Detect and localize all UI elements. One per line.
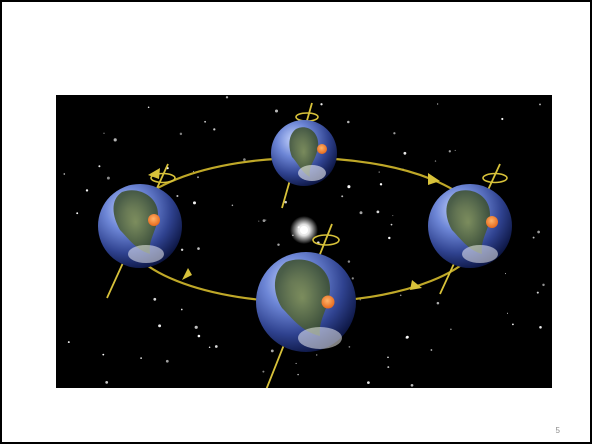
star: [403, 151, 407, 155]
orbit-arrow-icon: [148, 168, 160, 179]
orbit-arrow-icon: [428, 173, 440, 185]
star: [153, 297, 157, 301]
star: [351, 277, 354, 280]
star: [180, 248, 184, 252]
star: [192, 201, 197, 205]
earth-right: [428, 163, 512, 295]
star: [512, 323, 514, 326]
star: [436, 103, 439, 105]
star: [192, 170, 195, 173]
star: [113, 138, 117, 142]
star: [347, 260, 351, 263]
star: [454, 149, 456, 151]
star: [165, 359, 169, 363]
star: [180, 308, 183, 311]
star: [197, 334, 201, 338]
star: [295, 362, 297, 364]
star: [297, 373, 299, 376]
star: [320, 103, 323, 106]
star: [430, 349, 433, 351]
star: [376, 210, 380, 214]
earth-orbit-illustration: [56, 95, 552, 388]
star: [504, 273, 507, 275]
star: [379, 183, 383, 186]
star: [197, 247, 200, 250]
star: [274, 109, 279, 113]
star: [434, 160, 437, 162]
star: [448, 150, 451, 153]
star: [98, 165, 101, 168]
page-number: 5: [555, 426, 560, 435]
star: [284, 200, 287, 204]
star: [262, 219, 266, 222]
star: [399, 294, 402, 297]
star: [532, 236, 535, 239]
star: [410, 383, 414, 387]
orbit-arrow-icon: [182, 268, 192, 280]
star: [231, 204, 234, 207]
star: [262, 370, 265, 373]
star: [387, 366, 390, 369]
star: [347, 120, 350, 124]
star: [258, 220, 260, 222]
star: [103, 132, 105, 134]
star: [436, 301, 440, 305]
star: [341, 195, 344, 198]
star: [277, 243, 280, 246]
star: [243, 158, 246, 161]
star: [539, 326, 542, 329]
star: [378, 171, 380, 173]
star: [208, 346, 211, 348]
star: [213, 128, 216, 131]
star: [102, 353, 105, 356]
star: [140, 357, 142, 359]
star: [197, 176, 199, 179]
star: [542, 283, 545, 287]
star: [537, 230, 540, 234]
star: [265, 219, 267, 221]
star: [315, 354, 318, 356]
star: [105, 381, 109, 384]
star: [204, 120, 206, 123]
star: [347, 185, 351, 189]
star: [214, 345, 218, 348]
star: [367, 381, 370, 384]
star: [450, 328, 452, 330]
star: [85, 189, 89, 192]
star: [392, 215, 394, 217]
star: [506, 312, 509, 314]
star: [536, 291, 539, 294]
star: [194, 325, 198, 329]
star: [388, 236, 391, 240]
star: [158, 324, 162, 328]
orbit-arrow-icon: [410, 280, 422, 290]
star: [387, 356, 389, 359]
star: [539, 103, 541, 106]
earth-top: [271, 102, 337, 209]
earth-left: [98, 163, 182, 299]
star: [359, 211, 363, 215]
star: [179, 132, 183, 136]
star: [147, 106, 150, 109]
orbit-scene: [63, 96, 545, 388]
star: [501, 117, 504, 121]
star: [176, 194, 179, 198]
star: [406, 335, 409, 339]
earth-bottom: [256, 223, 356, 388]
star: [76, 212, 79, 215]
star: [393, 132, 396, 135]
star: [225, 96, 229, 99]
star: [270, 349, 274, 353]
star: [348, 346, 351, 348]
star: [63, 173, 66, 175]
star: [106, 176, 110, 180]
star: [390, 223, 393, 226]
star: [67, 341, 70, 344]
